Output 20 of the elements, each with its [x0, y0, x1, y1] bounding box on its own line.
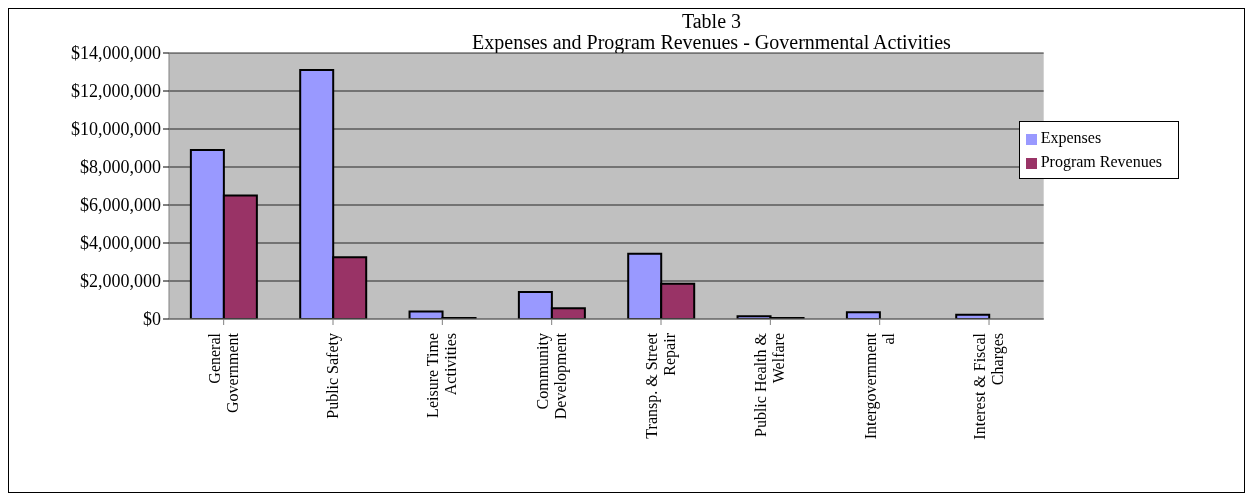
x-tick-label: Leisure Time Activities [424, 333, 460, 418]
x-tick-label: Transp. & Street Repair [643, 332, 680, 439]
y-tick-label: $10,000,000 [71, 119, 161, 140]
y-tick-label: $8,000,000 [80, 157, 161, 178]
x-tick-label: Public Safety [324, 333, 342, 419]
y-tick-label: $2,000,000 [80, 271, 161, 292]
chart-subtitle: Expenses and Program Revenues - Governmental Activities [471, 31, 952, 53]
chart-title: Table 3 [680, 10, 743, 32]
y-tick-label: $0 [143, 309, 161, 330]
y-tick-label: $14,000,000 [71, 43, 161, 64]
x-tick-label: Public Health & Welfare [752, 332, 788, 437]
y-tick-label: $12,000,000 [71, 81, 161, 102]
y-tick-label: $4,000,000 [80, 233, 161, 254]
x-tick-label: Interest & Fiscal Charges [971, 332, 1008, 440]
x-tick-label: Community Development [533, 332, 570, 420]
x-tick-label: General Government [205, 332, 241, 413]
legend-label: Expenses [1040, 129, 1102, 146]
y-tick-label: $6,000,000 [80, 195, 161, 216]
x-tick-label: Intergovernment al [861, 332, 897, 440]
legend-label: Program Revenues [1040, 153, 1162, 170]
